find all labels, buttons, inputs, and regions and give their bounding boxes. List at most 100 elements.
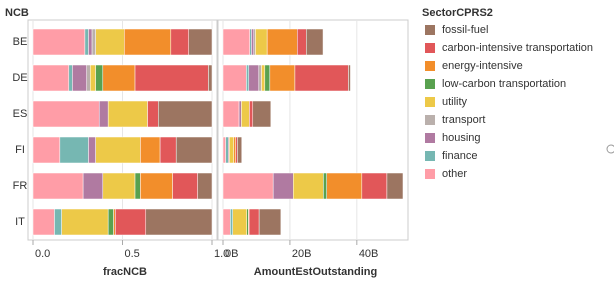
- bar-segment: [248, 64, 260, 92]
- bar-segment: [68, 64, 73, 92]
- category-label: BE: [13, 36, 28, 48]
- bar-segment: [32, 136, 61, 164]
- bar-segment: [32, 100, 100, 128]
- bar-segment: [113, 208, 116, 236]
- bar-segment: [134, 172, 141, 200]
- bar-segment: [72, 64, 87, 92]
- bar-segment: [297, 28, 307, 56]
- bar-segment: [32, 208, 55, 236]
- bar-segment: [246, 208, 249, 236]
- bar-segment: [32, 28, 86, 56]
- resize-handle: [606, 144, 614, 154]
- bar-segment: [222, 208, 231, 236]
- bar-segment: [124, 28, 172, 56]
- bar-segment: [249, 100, 254, 128]
- category-label: DE: [12, 72, 27, 84]
- legend-swatch: [425, 151, 435, 161]
- x-tick-label: 0.5: [125, 248, 140, 260]
- panel: [217, 19, 409, 241]
- bar-segment: [306, 28, 324, 56]
- bar-segment: [82, 172, 104, 200]
- legend-swatch: [425, 79, 435, 89]
- bar-segment: [159, 136, 177, 164]
- bar-segment: [252, 100, 272, 128]
- bar-segment: [84, 28, 89, 56]
- legend-label: low-carbon transportation: [442, 78, 566, 90]
- x-tick-label: 1.0: [214, 248, 229, 260]
- x-tick-label: 0B: [225, 248, 238, 260]
- legend-title: SectorCPRS2: [422, 7, 493, 19]
- legend-label: carbon-intensive transportation: [442, 42, 593, 54]
- bar-segment: [264, 64, 271, 92]
- bar-segment: [249, 28, 252, 56]
- bar-segment: [102, 172, 136, 200]
- legend-label: fossil-fuel: [442, 24, 488, 36]
- bar-segment: [222, 136, 226, 164]
- bar-segment: [241, 100, 250, 128]
- bar-segment: [222, 28, 251, 56]
- bar-segment: [272, 172, 294, 200]
- bar-segment: [229, 136, 234, 164]
- legend-label: finance: [442, 150, 477, 162]
- bar-segment: [348, 64, 351, 92]
- category-label: FI: [15, 144, 25, 156]
- legend-swatch: [425, 43, 435, 53]
- bar-segment: [222, 100, 240, 128]
- bar-segment: [32, 172, 84, 200]
- category-label: FR: [13, 180, 28, 192]
- bar-segment: [95, 28, 125, 56]
- bar-segment: [233, 136, 236, 164]
- bar-segment: [258, 64, 262, 92]
- bar-segment: [225, 136, 229, 164]
- legend-swatch: [425, 115, 435, 125]
- bar-segment: [91, 28, 96, 56]
- bar-segment: [140, 172, 173, 200]
- bar-segment: [88, 28, 93, 56]
- bar-segment: [95, 64, 104, 92]
- bar-segment: [172, 172, 198, 200]
- bar-segment: [237, 136, 242, 164]
- bar-segment: [98, 100, 109, 128]
- bar-segment: [222, 64, 247, 92]
- legend-label: housing: [442, 132, 481, 144]
- x-axis-title: AmountEstOutstanding: [254, 266, 377, 278]
- bar-segment: [102, 64, 136, 92]
- bar-segment: [293, 172, 324, 200]
- legend-swatch: [425, 61, 435, 71]
- bar-segment: [248, 208, 260, 236]
- legend-swatch: [425, 25, 435, 35]
- bar-segment: [134, 64, 209, 92]
- bar-segment: [54, 208, 62, 236]
- bar-segment: [246, 64, 250, 92]
- bar-segment: [266, 28, 298, 56]
- bar-segment: [88, 136, 96, 164]
- bar-segment: [197, 172, 213, 200]
- bar-segment: [86, 64, 91, 92]
- bar-segment: [361, 172, 388, 200]
- bar-segment: [115, 208, 147, 236]
- bar-segment: [261, 64, 266, 92]
- legend-swatch: [425, 169, 435, 179]
- bar-segment: [222, 172, 274, 200]
- bar-segment: [386, 172, 404, 200]
- bar-segment: [145, 208, 213, 236]
- bar-segment: [90, 64, 96, 92]
- bar-segment: [251, 28, 255, 56]
- bar-segment: [269, 64, 296, 92]
- bar-segment: [107, 100, 148, 128]
- bar-segment: [323, 172, 327, 200]
- bar-segment: [258, 208, 282, 236]
- bar-segment: [235, 136, 238, 164]
- bar-segment: [326, 172, 363, 200]
- bar-segment: [95, 136, 141, 164]
- category-label: IT: [15, 216, 25, 228]
- x-axis-title: fracNCB: [103, 266, 147, 278]
- legend-label: other: [442, 168, 467, 180]
- x-tick-label: 40B: [359, 248, 379, 260]
- legend-label: transport: [442, 114, 485, 126]
- bar-segment: [170, 28, 189, 56]
- bar-segment: [255, 28, 268, 56]
- row-header: NCB: [5, 7, 29, 19]
- x-tick-label: 20B: [292, 248, 312, 260]
